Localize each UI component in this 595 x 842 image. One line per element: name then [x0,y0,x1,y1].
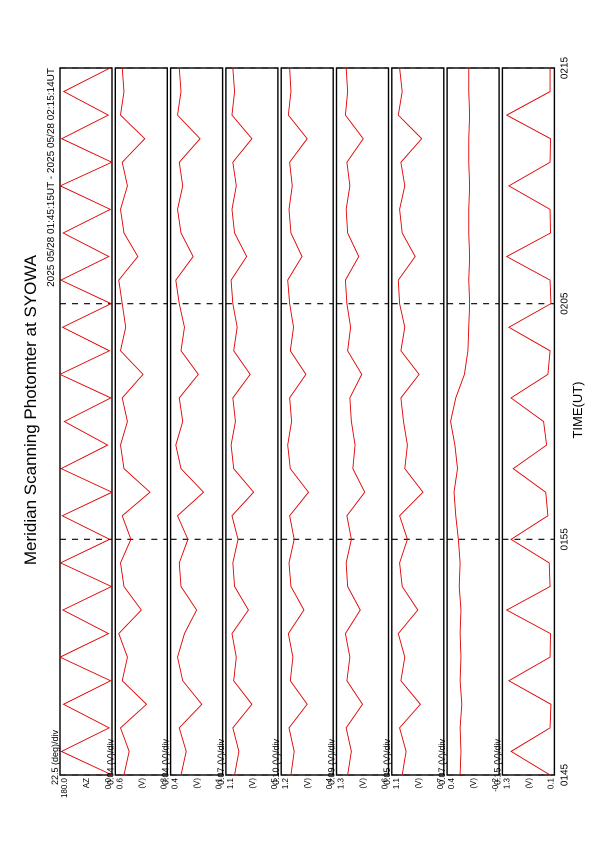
y-tick-label: 1.3 [337,777,346,789]
panel-frame [280,67,334,776]
y-axis-label: (V) [303,778,312,789]
panel-scale: 0.04 (V)/div [105,738,115,785]
panel-scale: 0.15 (V)/div [492,738,502,785]
x-tick-label: 0205 [559,292,570,315]
signal-line [450,68,471,776]
panel-scale: 0.05 (V)/div [382,738,392,785]
signal-line [505,68,552,776]
panel-frame [114,67,169,776]
panel-scale: 0.07 (V)/div [216,738,226,785]
y-tick-label: 180.0 [60,777,69,798]
y-axis-label: (V) [524,778,533,789]
signal-line [58,67,114,776]
panel-frame [446,67,500,776]
y-tick-label: 0.6 [381,777,390,789]
y-tick-label: 0.5 [270,777,279,789]
y-axis-label: (V) [193,778,202,789]
y-axis-label: (V) [359,778,368,789]
panel-scale: 0.04 (V)/div [161,738,171,785]
y-tick-label: -0.2 [491,777,500,791]
time-range: 2025 05/28 01:45:15UT - 2025 05/28 02:15… [46,68,57,287]
y-axis-label: (V) [414,778,423,789]
panel-scale: 22.5 (deg)/div [50,729,60,785]
panel-scale: 0.10 (V)/div [271,738,281,785]
y-tick-label: 0.7 [436,777,445,789]
y-axis-label: AZ [82,778,91,788]
y-tick-label: 0.0 [104,777,113,789]
y-tick-label: 0.4 [325,777,334,789]
y-tick-label: 1.2 [281,777,290,789]
landscape-frame: Meridian Scanning Photomter at SYOWA 202… [21,56,585,798]
y-axis-label: (V) [248,778,257,789]
x-tick-label: 0145 [559,763,570,786]
y-tick-label: 0.3 [159,777,168,789]
y-tick-label: 0.4 [171,777,180,789]
y-axis-label: (V) [469,778,478,789]
panel-scale: 0.07 (V)/div [437,738,447,785]
y-axis-label: (V) [137,778,146,789]
y-tick-label: 1.3 [502,777,511,789]
signal-line [175,67,205,776]
signal-line [230,67,255,776]
chart-title: Meridian Scanning Photomter at SYOWA [21,254,40,565]
y-tick-label: 0.1 [215,777,224,789]
y-tick-label: 0.1 [546,777,555,789]
panel-frame [335,67,390,776]
y-tick-label: 1.1 [226,777,235,789]
y-tick-label: 1.1 [392,777,401,789]
panel-frame [169,67,224,776]
signal-line [397,67,424,776]
x-axis-label: TIME(UT) [570,381,585,438]
panel-frame [225,67,279,776]
signal-line [118,67,151,776]
signal-line [344,67,366,776]
signal-line [287,67,310,776]
y-tick-label: 0.4 [447,777,456,789]
panel-frame [391,67,445,776]
x-tick-label: 0155 [559,528,570,551]
y-tick-label: 0.6 [115,777,124,789]
panel-scale: 0.09 (V)/div [327,738,337,785]
x-tick-label: 0215 [559,56,570,79]
panel-frame [501,67,556,776]
